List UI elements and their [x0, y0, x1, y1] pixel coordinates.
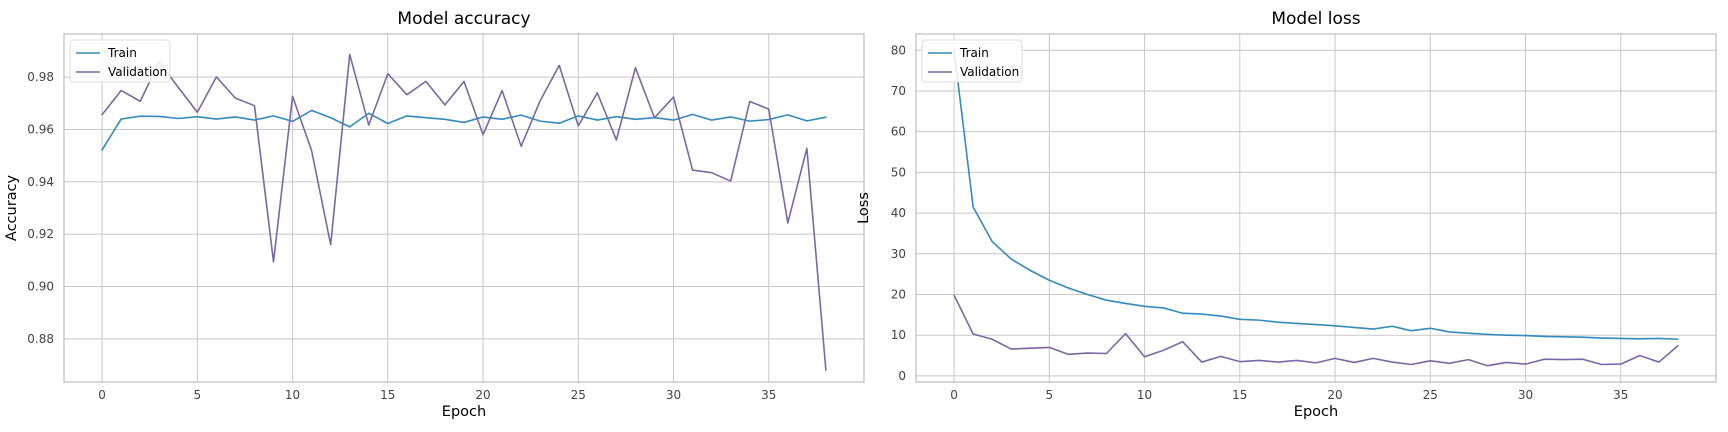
y-tick-label: 80 [891, 43, 906, 57]
legend: Train Validation [69, 39, 171, 83]
loss-chart: 0 5 10 15 20 25 30 35 0 10 20 30 40 50 60 70 80 Model los… [856, 9, 1717, 420]
plot-frame [63, 33, 865, 383]
y-tick-label: 0 [898, 369, 906, 383]
y-tick-label: 0.90 [27, 279, 54, 293]
x-tick-label: 5 [194, 388, 202, 402]
accuracy-chart: 0 5 10 15 20 25 30 35 0.88 0.90 0.92 0.94 0.96 0.98 Mo… [4, 9, 865, 420]
x-tick-label: 30 [1518, 388, 1533, 402]
y-tick-label: 0.96 [27, 123, 54, 137]
plot-area [916, 34, 1716, 382]
x-tick-label: 15 [1232, 388, 1247, 402]
x-tick-labels: 0 5 10 15 20 25 30 35 [98, 388, 776, 402]
y-axis-label: Accuracy [4, 174, 20, 241]
x-tick-label: 10 [285, 388, 300, 402]
x-tick-label: 0 [950, 388, 958, 402]
x-tick-label: 5 [1046, 388, 1054, 402]
y-tick-label: 10 [891, 328, 906, 342]
x-tick-label: 35 [1613, 388, 1628, 402]
plot-area [64, 34, 864, 382]
grid [916, 34, 1716, 382]
y-tick-labels: 0 10 20 30 40 50 60 70 80 [891, 43, 906, 383]
y-tick-label: 30 [891, 247, 906, 261]
legend-label: Train [959, 46, 989, 60]
chart-title: Model accuracy [397, 9, 530, 29]
x-tick-label: 15 [380, 388, 395, 402]
legend-label: Validation [960, 65, 1019, 79]
y-tick-label: 40 [891, 206, 906, 220]
x-tick-label: 20 [1327, 388, 1342, 402]
x-axis-label: Epoch [442, 404, 486, 420]
series-line-validation [953, 294, 1679, 367]
y-tick-label: 50 [891, 165, 906, 179]
x-tick-label: 0 [98, 388, 106, 402]
chart-title: Model loss [1271, 9, 1360, 29]
series-lines [953, 49, 1679, 367]
series-line-validation [101, 53, 827, 372]
x-tick-label: 25 [571, 388, 586, 402]
x-tick-label: 10 [1137, 388, 1152, 402]
y-tick-label: 0.98 [27, 70, 54, 84]
y-tick-label: 0.88 [27, 332, 54, 346]
x-tick-label: 25 [1423, 388, 1438, 402]
y-tick-label: 60 [891, 125, 906, 139]
y-tick-labels: 0.88 0.90 0.92 0.94 0.96 0.98 [27, 70, 54, 346]
y-tick-label: 70 [891, 84, 906, 98]
series-lines [101, 53, 827, 372]
legend-label: Validation [108, 65, 167, 79]
x-tick-labels: 0 5 10 15 20 25 30 35 [950, 388, 1628, 402]
legend: Train Validation [921, 39, 1023, 83]
x-axis-label: Epoch [1294, 404, 1338, 420]
plot-frame [915, 33, 1717, 383]
x-tick-label: 20 [475, 388, 490, 402]
y-axis-label: Loss [856, 192, 872, 224]
x-tick-label: 35 [761, 388, 776, 402]
legend-label: Train [107, 46, 137, 60]
grid [64, 34, 864, 382]
series-line-train [101, 109, 827, 151]
y-tick-label: 0.94 [27, 175, 54, 189]
x-tick-label: 30 [666, 388, 681, 402]
y-tick-label: 20 [891, 287, 906, 301]
series-line-train [953, 49, 1679, 341]
y-tick-label: 0.92 [27, 227, 54, 241]
